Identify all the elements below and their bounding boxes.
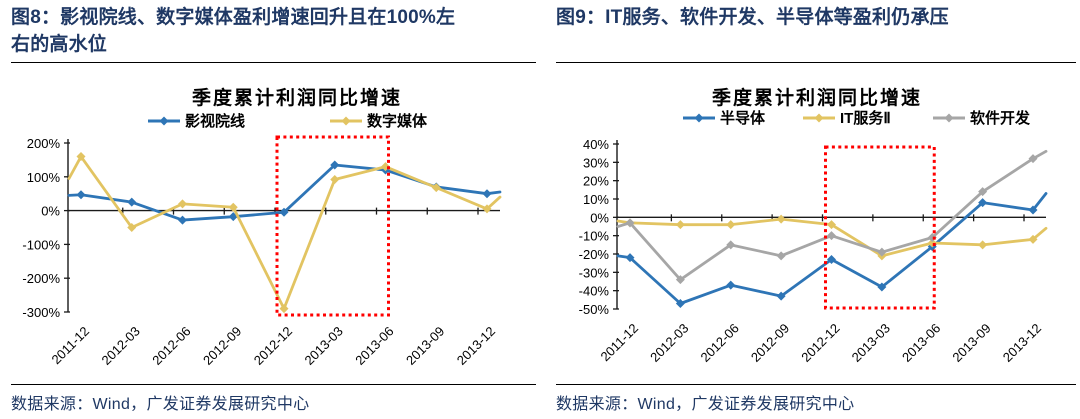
y-axis-label: -20% (579, 247, 610, 262)
figure8-heading: 图8：影视院线、数字媒体盈利增速回升且在100%左右的高水位 (11, 7, 456, 55)
series-marker-IT服务Ⅱ (675, 220, 685, 230)
x-axis-label: 2013-06 (899, 321, 943, 365)
series-marker-数字媒体 (431, 183, 441, 193)
series-marker-半导体 (726, 280, 736, 290)
figure8-heading-rule (11, 62, 536, 63)
legend-marker-数字媒体 (341, 116, 351, 126)
series-marker-影视院线 (482, 189, 492, 199)
series-marker-半导体 (675, 299, 685, 308)
y-axis-label: 10% (583, 192, 609, 207)
series-marker-数字媒体 (76, 152, 86, 162)
y-axis-label: -10% (579, 229, 610, 244)
series-marker-数字媒体 (127, 223, 137, 232)
x-axis-label: 2012-09 (748, 321, 792, 365)
figure8-source: 数据来源：Wind，广发证券发展研究中心 (11, 396, 310, 413)
series-marker-IT服务Ⅱ (776, 214, 786, 224)
figure9-heading-rule (556, 62, 1076, 63)
series-marker-软件开发 (927, 233, 937, 242)
x-axis-label: 2013-09 (403, 324, 447, 368)
series-marker-软件开发 (726, 240, 736, 250)
chart-title: 季度累计利润同比增速 (712, 86, 922, 109)
x-axis-label: 2013-03 (302, 324, 346, 368)
x-axis-label: 2013-09 (949, 321, 993, 365)
y-axis-label: 0% (41, 204, 60, 219)
series-marker-半导体 (877, 282, 887, 292)
series-line-数字媒体 (67, 155, 502, 311)
series-marker-影视院线 (76, 190, 86, 200)
x-axis-label: 2012-12 (798, 321, 842, 365)
series-marker-IT服务Ⅱ (1028, 234, 1038, 244)
series-marker-半导体 (776, 291, 786, 301)
series-marker-影视院线 (330, 160, 340, 170)
x-axis-label: 2012-12 (251, 324, 295, 368)
figure9-heading: 图9：IT服务、软件开发、半导体等盈利仍承压 (556, 7, 949, 28)
y-axis-label: -100% (22, 237, 60, 252)
series-marker-软件开发 (827, 231, 836, 241)
figure9-panel: 图9：IT服务、软件开发、半导体等盈利仍承压 季度累计利润同比增速 半导体 IT服务… (540, 0, 1080, 419)
figure9-source: 数据来源：Wind，广发证券发展研究中心 (556, 396, 855, 413)
y-axis-label: 20% (583, 174, 609, 189)
series-marker-数字媒体 (279, 304, 289, 314)
x-axis-label: 2013-03 (849, 321, 893, 365)
series-marker-软件开发 (675, 275, 685, 285)
y-axis-label: -300% (22, 305, 60, 320)
legend-label-影视院线: 影视院线 (185, 112, 245, 130)
highlight-box (824, 145, 936, 310)
series-marker-IT服务Ⅱ (978, 240, 988, 250)
legend-label-半导体: 半导体 (720, 109, 766, 127)
series-marker-软件开发 (625, 218, 635, 228)
x-axis-label: 2011-12 (48, 324, 92, 368)
series-marker-IT服务Ⅱ (726, 220, 736, 230)
y-axis-label: -200% (22, 271, 60, 286)
x-axis-label: 2012-06 (698, 321, 742, 365)
figure9-source-rule (556, 384, 1076, 385)
figure8-panel: 图8：影视院线、数字媒体盈利增速回升且在100%左右的高水位 季度累计利润同比增… (11, 7, 536, 413)
series-marker-数字媒体 (482, 204, 492, 214)
legend-marker-影视院线 (159, 116, 169, 126)
y-axis-label: 100% (27, 170, 61, 185)
x-axis-label: 2012-03 (99, 324, 143, 368)
legend-label-软件开发: 软件开发 (970, 109, 1031, 127)
legend-label-IT服务Ⅱ: IT服务Ⅱ (840, 109, 891, 127)
x-axis-label: 2012-03 (647, 321, 691, 365)
legend-marker-软件开发 (944, 113, 954, 123)
x-axis-label: 2013-12 (454, 324, 498, 368)
series-marker-影视院线 (279, 207, 289, 217)
series-marker-影视院线 (178, 215, 187, 225)
y-axis-label: 40% (583, 137, 609, 152)
series-marker-软件开发 (776, 251, 786, 261)
figure8-source-rule (11, 384, 536, 385)
series-marker-数字媒体 (178, 199, 187, 209)
series-marker-半导体 (827, 255, 836, 264)
legend-marker-IT服务Ⅱ (814, 113, 824, 123)
series-marker-软件开发 (978, 187, 988, 197)
x-axis-label: 2013-06 (352, 324, 396, 368)
series-marker-软件开发 (1028, 154, 1038, 164)
chart-title: 季度累计利润同比增速 (192, 86, 402, 109)
x-axis-label: 2011-12 (597, 321, 641, 365)
legend-marker-半导体 (694, 113, 704, 123)
series-marker-影视院线 (127, 197, 137, 207)
x-axis-label: 2012-06 (149, 324, 193, 368)
y-axis-label: -30% (579, 265, 610, 280)
highlight-box (275, 135, 390, 317)
legend-label-数字媒体: 数字媒体 (367, 112, 428, 130)
series-marker-半导体 (978, 198, 988, 208)
series-marker-IT服务Ⅱ (827, 220, 836, 230)
y-axis-label: 200% (27, 136, 61, 151)
y-axis-label: 30% (583, 155, 609, 170)
series-marker-半导体 (625, 253, 635, 263)
series-marker-数字媒体 (228, 202, 238, 212)
series-marker-软件开发 (877, 247, 887, 257)
series-marker-半导体 (1028, 205, 1038, 215)
y-axis-label: 0% (590, 210, 609, 225)
series-marker-数字媒体 (330, 175, 340, 185)
y-axis-label: -50% (579, 302, 610, 317)
x-axis-label: 2012-09 (200, 324, 244, 368)
y-axis-label: -40% (579, 284, 610, 299)
x-axis-label: 2013-12 (1000, 321, 1044, 365)
